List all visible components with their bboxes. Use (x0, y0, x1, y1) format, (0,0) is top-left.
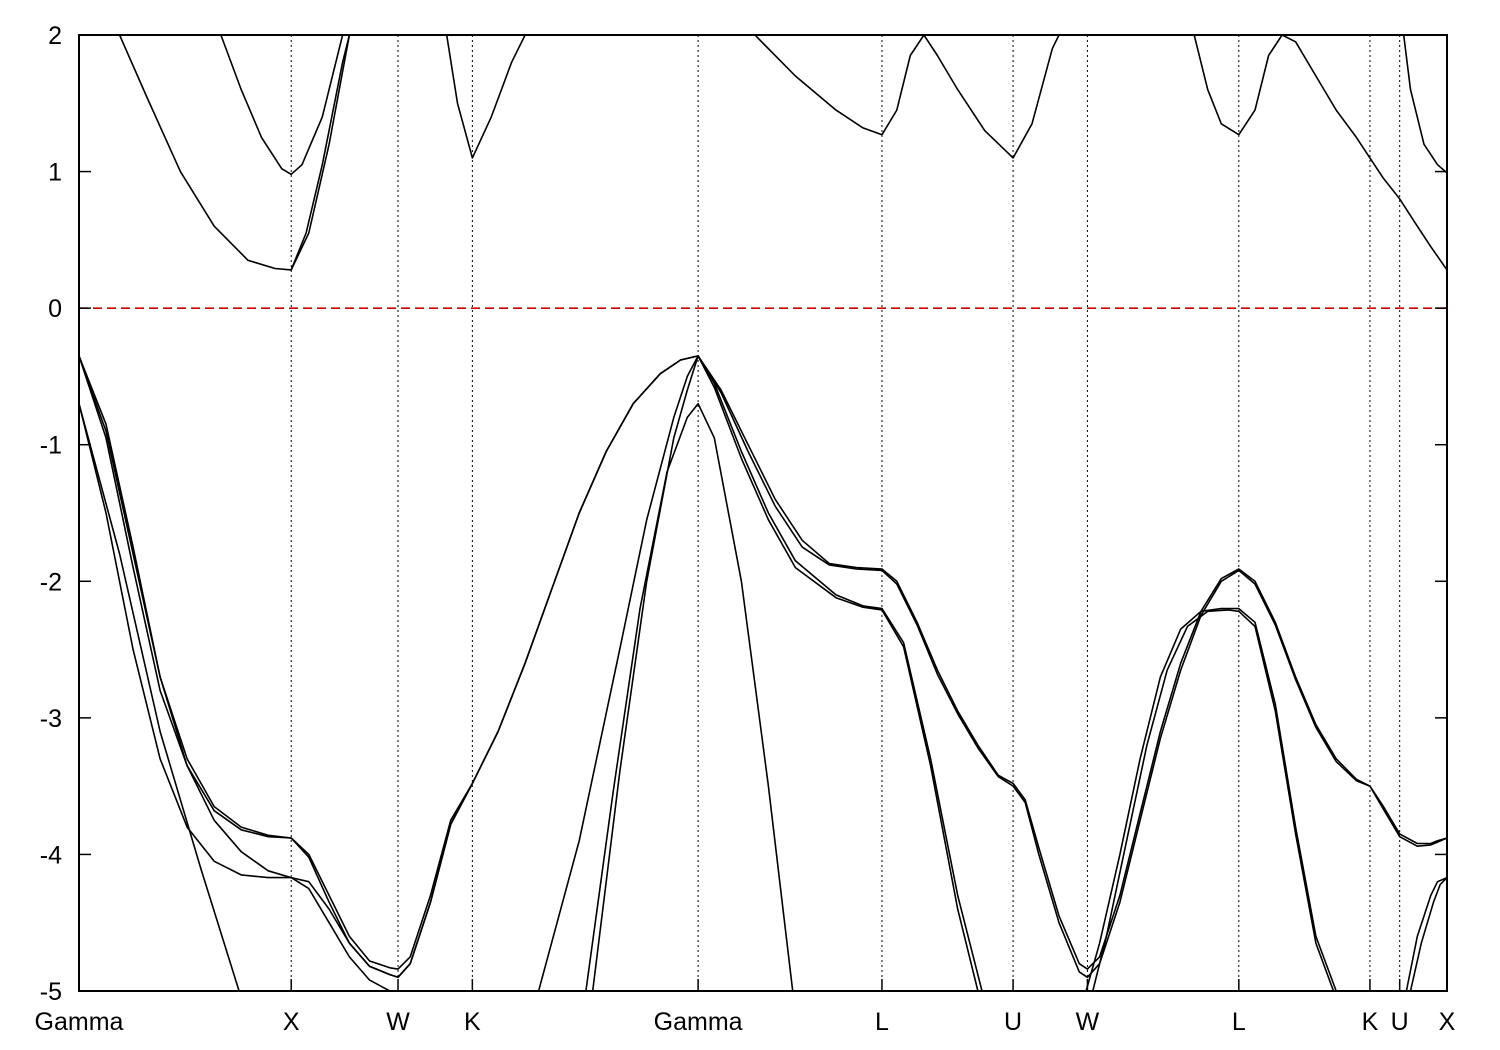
band-line-15 (220, 35, 344, 176)
band-line-12 (1409, 877, 1447, 991)
band-line-14 (290, 35, 351, 271)
x-tick-label: L (875, 1008, 889, 1036)
y-tick-label: -5 (40, 978, 62, 1006)
x-tick-label: K (1362, 1008, 1379, 1036)
band-line-5 (79, 403, 240, 991)
x-tick-label: U (1391, 1008, 1409, 1036)
plot-frame (78, 34, 1448, 992)
x-tick-label: W (386, 1008, 410, 1036)
y-tick-label: -2 (40, 568, 62, 596)
band-line-9 (1085, 607, 1337, 991)
x-tick-label: X (1439, 1008, 1456, 1036)
band-line-3 (79, 403, 392, 991)
band-line-19 (1402, 35, 1447, 174)
y-tick-label: -1 (40, 432, 62, 460)
band-line-8 (585, 402, 794, 991)
band-line-4 (79, 355, 474, 979)
y-axis: 2 1 0 -1 -2 -3 -4 -5 (40, 22, 1447, 1006)
band-line-16 (445, 35, 526, 159)
band-line-13 (118, 35, 351, 271)
band-line-1 (79, 355, 1447, 970)
high-symmetry-lines (290, 35, 1401, 991)
band-line-2 (79, 355, 1447, 979)
band-lines (79, 35, 1447, 991)
y-tick-label: -3 (40, 705, 62, 733)
x-axis: Gamma X W K Gamma L U W L K U X (35, 979, 1456, 1036)
y-tick-label: 1 (48, 159, 62, 187)
y-tick-label: -4 (40, 841, 62, 869)
x-tick-label: Gamma (35, 1008, 124, 1036)
band-line-7 (591, 355, 979, 991)
band-line-6 (537, 355, 983, 991)
x-tick-label: U (1004, 1008, 1022, 1036)
y-tick-label: 2 (48, 22, 62, 50)
x-tick-label: Gamma (654, 1008, 743, 1036)
y-tick-label: 0 (48, 295, 62, 323)
band-line-11 (1405, 876, 1447, 991)
band-line-17 (754, 35, 1060, 159)
x-tick-label: W (1076, 1008, 1100, 1036)
x-tick-label: L (1232, 1008, 1246, 1036)
band-line-18 (1193, 35, 1447, 271)
x-tick-label: X (283, 1008, 300, 1036)
band-line-10 (1092, 609, 1335, 991)
x-tick-label: K (464, 1008, 481, 1036)
